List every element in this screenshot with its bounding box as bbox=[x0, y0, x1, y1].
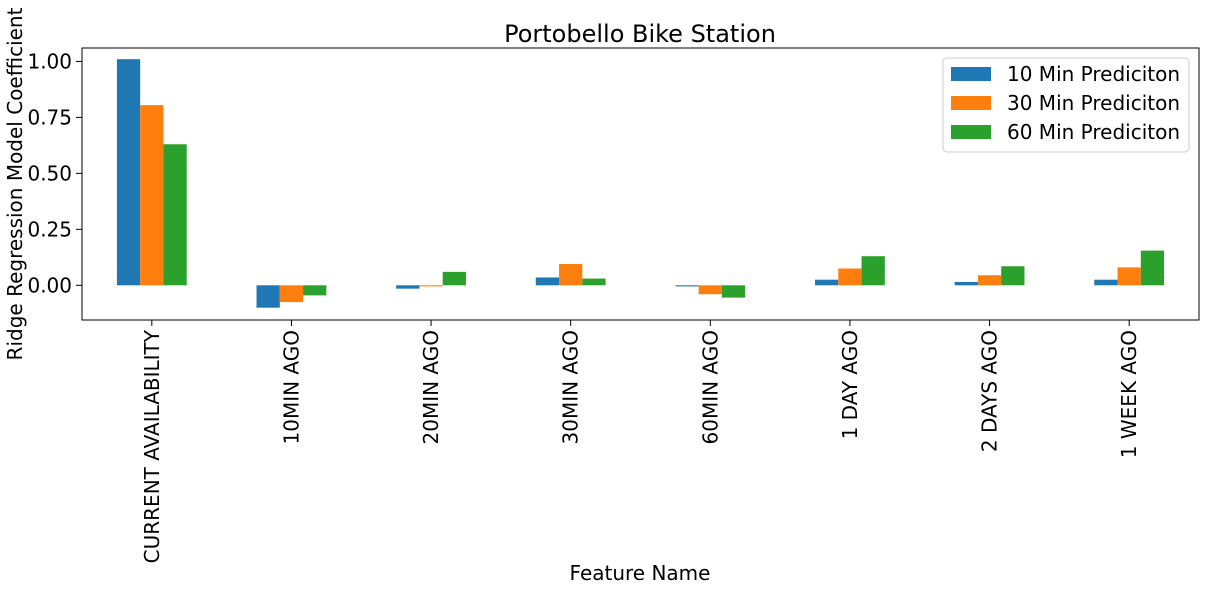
bar-series-2-2 bbox=[279, 285, 304, 303]
bar-series-3-7 bbox=[1001, 266, 1025, 286]
bar-series-2-8 bbox=[1117, 267, 1141, 286]
axes-layer: 0.00 0.25 0.50 0.75 1.00 CURRENT AVAILABILITY… bbox=[27, 47, 1200, 563]
legend-label-2: 30 Min Prediciton bbox=[1007, 91, 1180, 115]
bar-series-3-1 bbox=[163, 144, 187, 286]
bar-series-1-7 bbox=[954, 281, 978, 286]
bar-series-2-1 bbox=[140, 105, 164, 286]
legend: 10 Min Prediciton 30 Min Prediciton 60 Min… bbox=[942, 57, 1190, 153]
y-tick-label: 0.75 bbox=[27, 105, 72, 129]
bar-series-2-6 bbox=[838, 268, 862, 286]
x-axis-label: Feature Name bbox=[570, 561, 711, 585]
y-tick-label: 0.25 bbox=[27, 217, 72, 241]
y-axis-label: Ridge Regression Model Coefficient bbox=[3, 7, 27, 360]
y-tick-label: 0.00 bbox=[27, 273, 72, 297]
bar-series-2-5 bbox=[698, 285, 722, 295]
legend-swatch-2 bbox=[951, 96, 991, 110]
legend-swatch-3 bbox=[951, 125, 991, 139]
legend-label-3: 60 Min Prediciton bbox=[1007, 120, 1180, 144]
bar-series-3-6 bbox=[861, 256, 885, 286]
bar-series-3-3 bbox=[442, 271, 466, 286]
bar-series-1-1 bbox=[116, 59, 141, 286]
bars-layer bbox=[116, 59, 1165, 308]
bar-series-3-8 bbox=[1140, 250, 1165, 286]
x-tick-label: 1 WEEK AGO bbox=[1117, 330, 1141, 458]
legend-label-1: 10 Min Prediciton bbox=[1007, 62, 1180, 86]
bar-series-2-4 bbox=[559, 264, 583, 286]
y-tick-label: 1.00 bbox=[27, 49, 72, 73]
bar-series-1-2 bbox=[256, 285, 280, 308]
bar-series-1-3 bbox=[396, 285, 420, 289]
x-tick-label: 2 DAYS AGO bbox=[978, 330, 1002, 452]
bar-series-1-4 bbox=[535, 277, 560, 286]
bar-series-2-3 bbox=[419, 285, 443, 287]
x-tick-label: 20MIN AGO bbox=[419, 330, 443, 445]
bar-series-3-2 bbox=[303, 285, 327, 296]
bar-series-2-7 bbox=[977, 275, 1002, 286]
x-tick-label: 10MIN AGO bbox=[279, 330, 303, 445]
bar-series-3-5 bbox=[721, 285, 746, 298]
x-tick-label: 1 DAY AGO bbox=[838, 330, 862, 439]
plot-frame bbox=[81, 47, 1200, 321]
bar-series-1-8 bbox=[1094, 279, 1118, 286]
y-tick-label: 0.50 bbox=[27, 161, 72, 185]
x-tick-label: 30MIN AGO bbox=[559, 330, 583, 445]
chart-title: Portobello Bike Station bbox=[504, 20, 776, 48]
x-tick-label: 60MIN AGO bbox=[698, 330, 722, 445]
bar-series-1-5 bbox=[675, 285, 699, 287]
legend-box bbox=[942, 57, 1190, 153]
bar-series-3-4 bbox=[582, 278, 606, 286]
x-tick-label: CURRENT AVAILABILITY bbox=[140, 329, 164, 563]
legend-swatch-1 bbox=[951, 67, 991, 81]
bar-series-1-6 bbox=[815, 279, 839, 286]
